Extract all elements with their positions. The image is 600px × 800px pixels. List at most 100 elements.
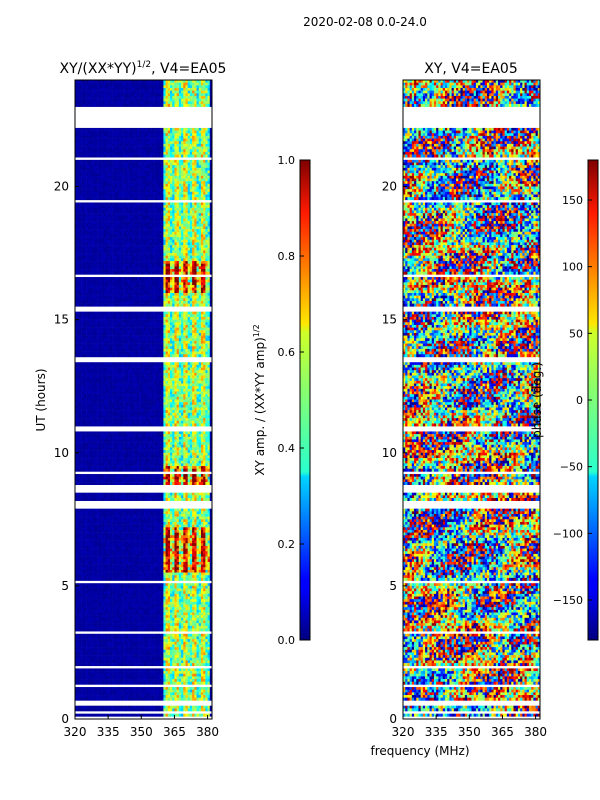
left-heatmap-cell — [83, 93, 87, 97]
left-heatmap-cell — [123, 82, 127, 86]
left-heatmap-cell — [81, 314, 85, 318]
left-heatmap-cell — [200, 285, 204, 288]
left-heatmap-cell — [200, 255, 204, 259]
left-heatmap-cell — [77, 282, 80, 286]
left-heatmap-cell — [167, 290, 171, 294]
left-heatmap-cell — [132, 85, 135, 89]
left-heatmap-cell — [181, 213, 184, 217]
left-heatmap-cell — [136, 324, 140, 328]
left-heatmap-cell — [143, 127, 147, 131]
left-heatmap-cell — [154, 80, 158, 83]
left-heatmap-cell — [94, 98, 98, 102]
left-heatmap-cell — [200, 149, 204, 153]
left-heatmap-cell — [198, 242, 202, 246]
left-heatmap-cell — [75, 293, 78, 296]
left-heatmap-cell — [165, 165, 169, 169]
left-heatmap-cell — [172, 319, 175, 323]
left-heatmap-cell — [165, 95, 169, 99]
left-heatmap-cell — [176, 290, 180, 294]
left-heatmap-cell — [112, 197, 116, 201]
left-heatmap-cell — [200, 165, 204, 169]
left-heatmap-cell — [143, 266, 147, 270]
left-heatmap-cell — [163, 189, 166, 193]
left-heatmap-cell — [163, 314, 166, 318]
left-heatmap-cell — [183, 239, 186, 243]
left-heatmap-cell — [154, 146, 158, 150]
left-heatmap-cell — [147, 183, 151, 187]
left-heatmap-cell — [152, 231, 155, 235]
left-heatmap-cell — [209, 298, 212, 302]
left-heatmap-cell — [128, 324, 131, 328]
left-heatmap-cell — [163, 285, 166, 288]
left-heatmap-cell — [114, 173, 118, 177]
left-heatmap-cell — [163, 282, 166, 286]
left-heatmap-cell — [92, 98, 96, 102]
left-heatmap-cell — [185, 255, 188, 259]
left-heatmap-cell — [136, 319, 140, 323]
left-heatmap-cell — [101, 223, 105, 227]
left-heatmap-cell — [170, 205, 173, 209]
left-heatmap-cell — [203, 215, 206, 219]
left-heatmap-cell — [132, 231, 135, 235]
left-heatmap-cell — [152, 282, 155, 286]
left-heatmap-cell — [187, 250, 191, 254]
left-heatmap-cell — [172, 242, 175, 246]
left-heatmap-cell — [200, 239, 204, 243]
left-heatmap-cell — [174, 178, 177, 182]
left-heatmap-cell — [94, 138, 98, 142]
left-heatmap-cell — [128, 300, 131, 304]
left-heatmap-cell — [103, 242, 107, 246]
left-heatmap-cell — [154, 319, 158, 323]
left-heatmap-cell — [189, 213, 193, 217]
left-heatmap-cell — [110, 277, 113, 280]
left-heatmap-cell — [128, 135, 131, 139]
left-heatmap-cell — [145, 261, 149, 265]
left-heatmap-cell — [110, 165, 113, 169]
left-heatmap-cell — [81, 316, 85, 320]
left-heatmap-cell — [94, 247, 98, 251]
left-heatmap-cell — [79, 183, 82, 187]
left-heatmap-cell — [101, 314, 105, 318]
left-heatmap-cell — [178, 167, 182, 171]
left-heatmap-cell — [77, 149, 80, 153]
left-heatmap-cell — [167, 223, 171, 227]
left-heatmap-cell — [198, 146, 202, 150]
left-heatmap-cell — [147, 247, 151, 251]
left-heatmap-cell — [130, 300, 133, 304]
left-heatmap-cell — [185, 229, 188, 233]
left-heatmap-cell — [158, 231, 162, 235]
left-heatmap-cell — [121, 205, 124, 209]
left-heatmap-cell — [81, 87, 85, 91]
left-heatmap-cell — [112, 93, 116, 97]
left-heatmap-cell — [105, 135, 109, 139]
left-heatmap-cell — [165, 303, 169, 307]
left-heatmap-cell — [119, 197, 122, 201]
left-heatmap-cell — [143, 87, 147, 91]
left-heatmap-cell — [176, 191, 180, 195]
left-heatmap-cell — [99, 165, 102, 169]
left-heatmap-cell — [83, 167, 87, 171]
left-heatmap-cell — [174, 186, 177, 190]
left-heatmap-cell — [178, 178, 182, 182]
left-heatmap-cell — [101, 282, 105, 286]
left-heatmap-cell — [101, 239, 105, 243]
left-heatmap-cell — [192, 178, 195, 182]
left-heatmap-cell — [132, 167, 135, 171]
left-heatmap-cell — [167, 143, 171, 147]
left-heatmap-cell — [116, 82, 120, 86]
left-heatmap-cell — [103, 80, 107, 83]
left-heatmap-cell — [154, 298, 158, 302]
left-heatmap-cell — [205, 181, 208, 185]
left-heatmap-cell — [174, 191, 177, 195]
left-heatmap-cell — [147, 282, 151, 286]
left-heatmap-cell — [176, 247, 180, 251]
left-heatmap-cell — [110, 221, 113, 225]
left-heatmap-cell — [81, 303, 85, 307]
left-heatmap-cell — [112, 103, 116, 107]
left-heatmap-cell — [161, 210, 164, 214]
left-heatmap-cell — [192, 87, 195, 91]
left-heatmap-cell — [110, 95, 113, 99]
left-heatmap-cell — [116, 85, 120, 89]
left-heatmap-cell — [209, 197, 212, 201]
left-heatmap-cell — [141, 138, 144, 142]
